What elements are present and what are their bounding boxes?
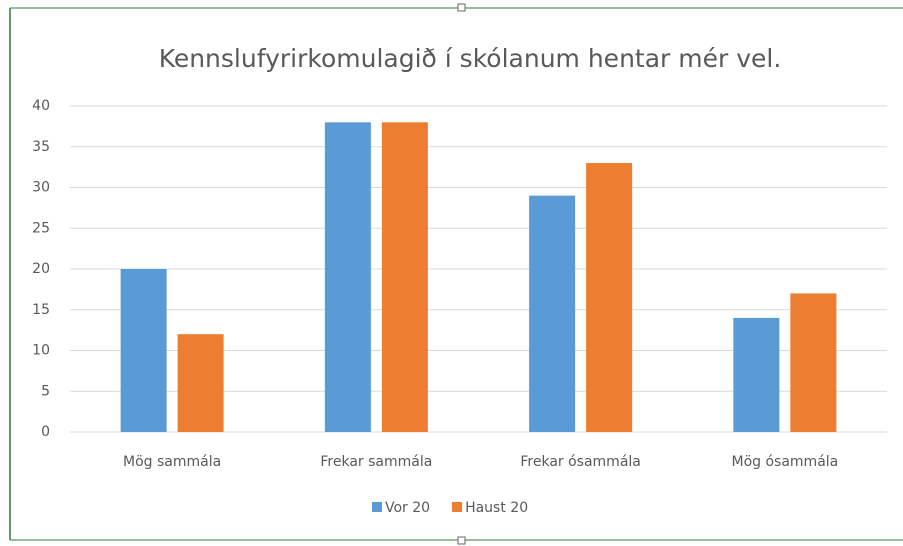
bar: [381, 122, 428, 433]
bar: [586, 163, 633, 433]
bar: [120, 269, 167, 432]
y-tick-label: 25: [32, 220, 50, 236]
y-tick-label: 35: [32, 139, 50, 155]
chart-title: Kennslufyrirkomulagið í skólanum hentar …: [159, 44, 782, 73]
y-tick-label: 5: [41, 383, 50, 399]
x-tick-label: Frekar ósammála: [520, 454, 641, 470]
legend-label: Vor 20: [385, 500, 430, 516]
bar: [529, 195, 576, 432]
legend-swatch: [372, 502, 382, 512]
y-tick-label: 20: [32, 261, 50, 277]
bar: [177, 334, 224, 432]
y-tick-label: 40: [32, 98, 50, 114]
bar: [790, 293, 837, 432]
y-tick-label: 15: [32, 302, 50, 318]
handle: [457, 3, 466, 12]
x-tick-label: Mög sammála: [123, 454, 221, 470]
y-tick-label: 30: [32, 180, 50, 196]
x-tick-label: Mög ósammála: [732, 454, 839, 470]
y-tick-label: 10: [32, 343, 50, 359]
handle: [457, 536, 466, 545]
x-tick-label: Frekar sammála: [320, 454, 432, 470]
y-tick-label: 0: [41, 424, 50, 440]
legend-swatch: [452, 502, 463, 512]
bar: [324, 122, 371, 433]
legend-label: Haust 20: [465, 500, 528, 516]
bar: [733, 317, 780, 432]
